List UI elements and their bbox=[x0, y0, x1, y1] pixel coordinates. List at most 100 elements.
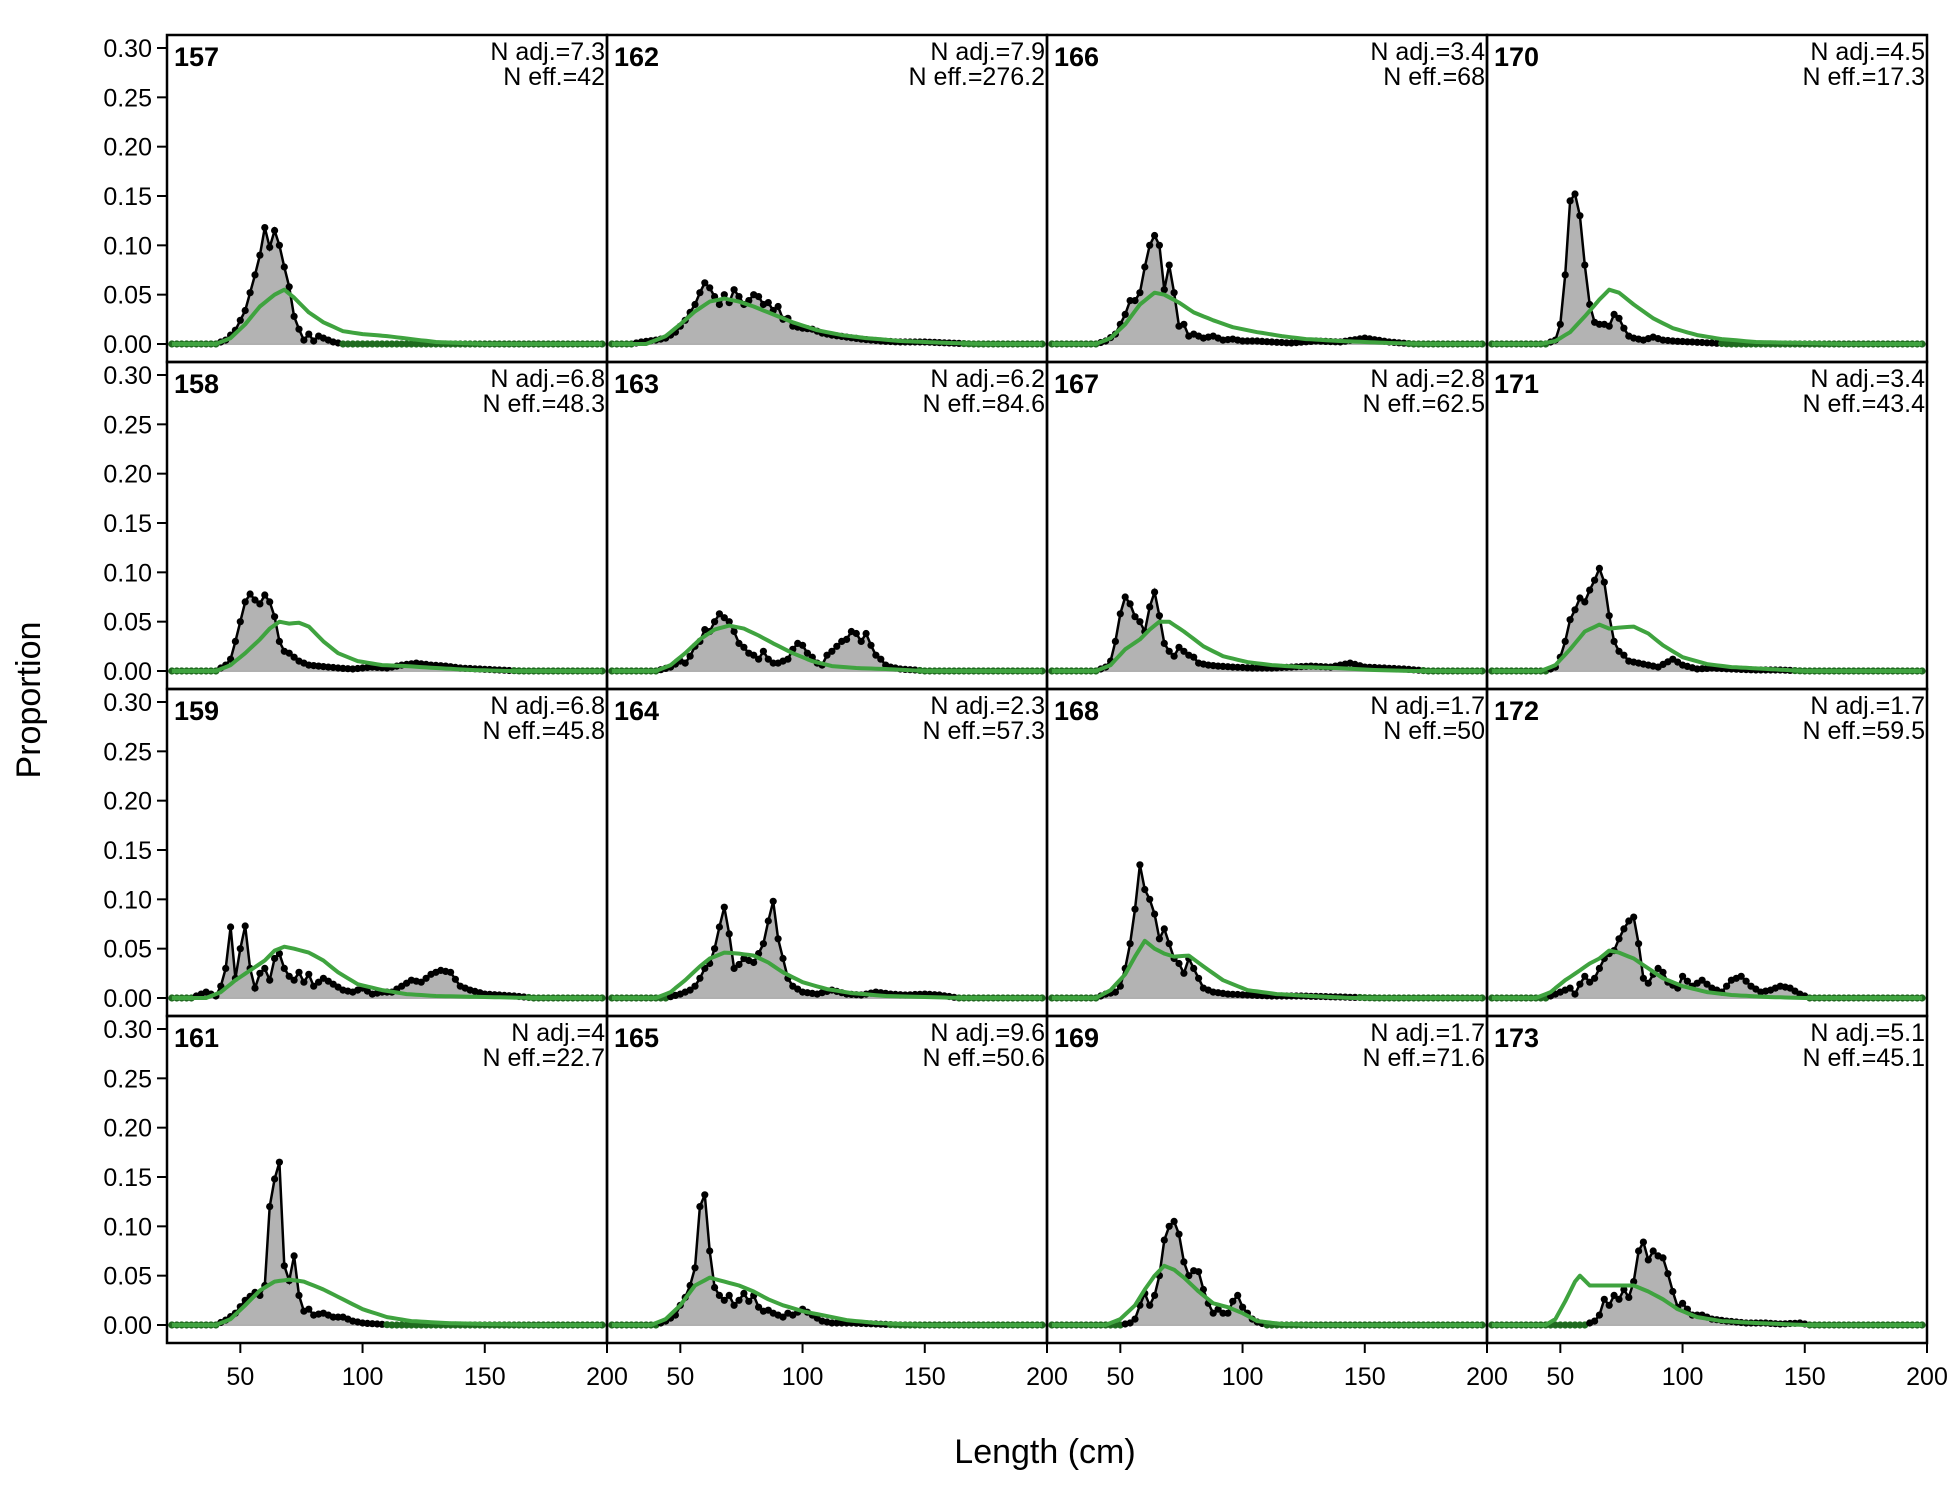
observed-point bbox=[1581, 598, 1589, 606]
observed-area-170 bbox=[1491, 194, 1923, 344]
x-axis-title: Length (cm) bbox=[954, 1433, 1135, 1471]
observed-point bbox=[803, 649, 812, 657]
observed-point bbox=[246, 590, 254, 598]
observed-point bbox=[725, 930, 733, 938]
observed-point bbox=[877, 655, 885, 663]
observed-point bbox=[1151, 910, 1159, 918]
observed-point bbox=[1620, 925, 1628, 933]
observed-point bbox=[1131, 613, 1139, 621]
observed-point bbox=[285, 649, 293, 657]
observed-line-173 bbox=[1491, 1238, 1923, 1327]
panel-id-label: 158 bbox=[174, 369, 219, 399]
x-tick-label: 200 bbox=[1026, 1363, 1068, 1391]
observed-point bbox=[701, 1191, 709, 1199]
observed-point bbox=[1180, 1258, 1188, 1266]
observed-point bbox=[236, 945, 244, 953]
expected-line-169 bbox=[1051, 1263, 1483, 1327]
observed-point bbox=[1146, 241, 1154, 249]
observed-point bbox=[1160, 639, 1168, 648]
observed-point bbox=[256, 969, 264, 977]
observed-line-170 bbox=[1491, 190, 1923, 346]
observed-point bbox=[1136, 289, 1144, 297]
observed-point bbox=[1190, 653, 1198, 661]
observed-point bbox=[1654, 964, 1662, 973]
observed-point bbox=[1146, 603, 1154, 611]
observed-point bbox=[280, 263, 288, 271]
observed-point bbox=[735, 639, 743, 648]
n-eff-label: N eff.=59.5 bbox=[1802, 717, 1925, 745]
observed-area-159 bbox=[171, 926, 603, 998]
observed-point bbox=[1190, 964, 1198, 973]
observed-point bbox=[867, 641, 875, 649]
observed-point bbox=[1644, 1256, 1652, 1264]
observed-point bbox=[227, 923, 235, 931]
observed-point bbox=[1615, 935, 1623, 943]
observed-point bbox=[755, 293, 763, 301]
observed-point bbox=[1595, 564, 1603, 573]
panel-166: 166 N adj.=3.4N eff.=68 bbox=[1045, 33, 1489, 364]
observed-line-166 bbox=[1051, 232, 1483, 346]
panel-id-label: 170 bbox=[1494, 42, 1539, 72]
y-tick-label: 0.25 bbox=[103, 738, 152, 766]
observed-point bbox=[1581, 261, 1589, 269]
panel-164: 164 N adj.=2.3N eff.=57.3 bbox=[605, 687, 1049, 1018]
observed-point bbox=[852, 629, 860, 638]
panel-id-label: 166 bbox=[1054, 42, 1099, 72]
observed-point bbox=[696, 974, 704, 982]
observed-point bbox=[701, 279, 709, 287]
y-tick-label: 0.20 bbox=[103, 461, 152, 489]
observed-point bbox=[711, 1283, 719, 1292]
observed-point bbox=[1121, 593, 1129, 601]
observed-point bbox=[755, 655, 763, 663]
x-tick-label: 50 bbox=[226, 1363, 254, 1391]
observed-point bbox=[1160, 286, 1168, 294]
observed-point bbox=[857, 637, 865, 646]
observed-point bbox=[1595, 1311, 1603, 1319]
n-eff-label: N eff.=57.3 bbox=[922, 717, 1045, 745]
observed-point bbox=[241, 306, 249, 315]
observed-point bbox=[740, 1289, 748, 1297]
y-tick-label: 0.00 bbox=[103, 658, 152, 686]
observed-point bbox=[1571, 190, 1579, 198]
observed-point bbox=[1591, 1317, 1599, 1325]
observed-point bbox=[275, 241, 283, 249]
observed-point bbox=[290, 976, 298, 984]
observed-point bbox=[305, 970, 313, 978]
observed-point bbox=[730, 1301, 738, 1309]
n-adj-label: N adj.=7.9 bbox=[930, 38, 1045, 66]
n-adj-label: N adj.=3.4 bbox=[1810, 365, 1925, 393]
observed-point bbox=[784, 655, 792, 663]
panel-161: 161 N adj.=4N eff.=22.7 bbox=[165, 1014, 609, 1345]
observed-point bbox=[1630, 913, 1638, 921]
observed-point bbox=[271, 226, 279, 235]
observed-point bbox=[315, 978, 323, 986]
panel-id-label: 167 bbox=[1054, 369, 1099, 399]
observed-point bbox=[1170, 1217, 1178, 1225]
observed-line-165 bbox=[611, 1194, 1043, 1327]
observed-point bbox=[451, 975, 459, 983]
observed-area-171 bbox=[1491, 568, 1923, 671]
observed-point bbox=[1610, 1291, 1618, 1299]
n-adj-label: N adj.=2.8 bbox=[1370, 365, 1485, 393]
x-tick-label: 100 bbox=[1662, 1363, 1704, 1391]
observed-point bbox=[275, 950, 283, 958]
observed-point bbox=[290, 312, 298, 320]
observed-point bbox=[701, 964, 709, 973]
n-eff-label: N eff.=45.8 bbox=[482, 717, 605, 745]
observed-point bbox=[1151, 588, 1159, 596]
observed-line-164 bbox=[611, 900, 1043, 1000]
expected-line-161 bbox=[171, 1277, 603, 1327]
observed-point bbox=[1556, 320, 1564, 328]
observed-point bbox=[720, 291, 728, 299]
observed-line-171 bbox=[1491, 564, 1923, 673]
panel-id-label: 171 bbox=[1494, 369, 1539, 399]
observed-point bbox=[1141, 263, 1149, 271]
observed-point bbox=[1131, 905, 1139, 913]
observed-point bbox=[1649, 1247, 1657, 1255]
expected-line-162 bbox=[611, 296, 1043, 346]
observed-point bbox=[417, 978, 425, 986]
observed-point bbox=[735, 960, 743, 969]
x-tick-label: 200 bbox=[1466, 1363, 1508, 1391]
y-tick-label: 0.15 bbox=[103, 1164, 152, 1192]
